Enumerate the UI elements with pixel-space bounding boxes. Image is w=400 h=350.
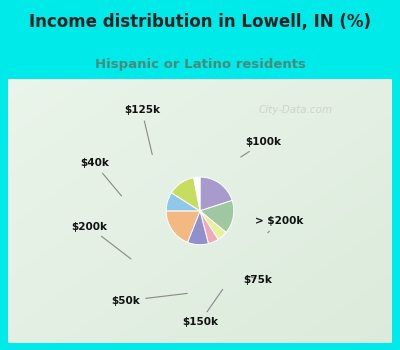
Text: $125k: $125k (124, 105, 160, 155)
Text: City-Data.com: City-Data.com (259, 105, 333, 116)
Wedge shape (200, 177, 232, 211)
Wedge shape (172, 178, 200, 211)
Wedge shape (166, 211, 200, 242)
Wedge shape (200, 211, 226, 239)
Text: $40k: $40k (80, 158, 122, 196)
Text: $200k: $200k (71, 222, 131, 259)
Text: $50k: $50k (112, 293, 187, 306)
Wedge shape (188, 211, 208, 245)
Text: $100k: $100k (241, 137, 282, 157)
Wedge shape (200, 201, 234, 232)
Wedge shape (166, 193, 200, 211)
Wedge shape (194, 177, 200, 211)
Wedge shape (200, 211, 218, 244)
Text: $150k: $150k (182, 289, 223, 327)
Text: Hispanic or Latino residents: Hispanic or Latino residents (94, 58, 306, 71)
Text: Income distribution in Lowell, IN (%): Income distribution in Lowell, IN (%) (29, 13, 371, 31)
Text: > $200k: > $200k (255, 216, 304, 233)
Text: $75k: $75k (244, 275, 272, 285)
